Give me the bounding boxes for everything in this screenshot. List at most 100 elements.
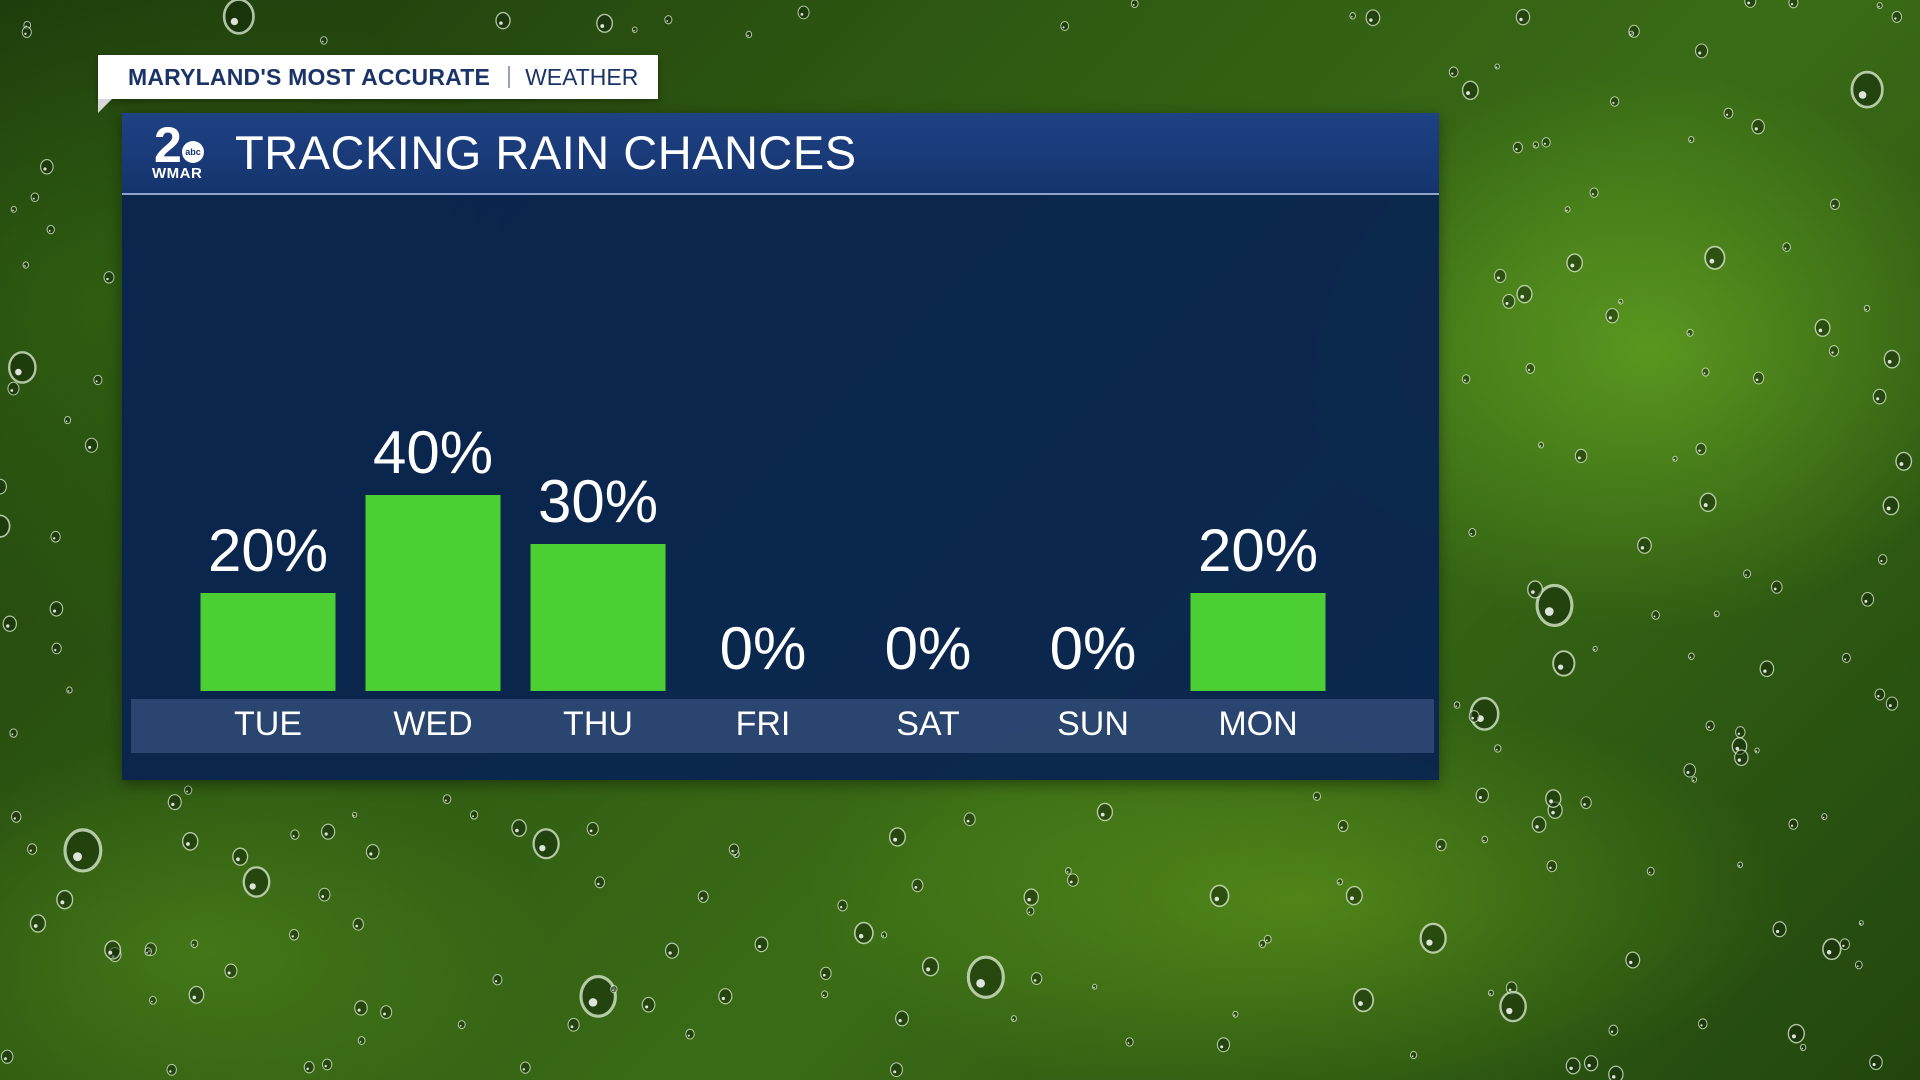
- raindrop: [1699, 492, 1717, 513]
- day-label-strip: [131, 699, 1434, 753]
- raindrop: [728, 843, 740, 856]
- raindrop: [837, 899, 848, 912]
- raindrop: [321, 1058, 333, 1071]
- raindrop: [1829, 198, 1840, 210]
- raindrop: [104, 940, 122, 960]
- raindrop: [1751, 118, 1765, 135]
- raindrop: [1532, 141, 1540, 149]
- raindrop: [1583, 1055, 1599, 1072]
- raindrop: [853, 921, 874, 945]
- day-label-tue: TUE: [234, 705, 302, 743]
- raindrop: [1876, 2, 1883, 10]
- raindrop: [1701, 367, 1710, 377]
- raindrop: [754, 936, 769, 953]
- raindrop: [1065, 867, 1072, 875]
- raindrop: [1895, 451, 1913, 471]
- raindrop: [166, 1063, 177, 1076]
- raindrop: [1735, 726, 1746, 739]
- raindrop: [0, 478, 7, 495]
- raindrop: [1608, 1024, 1619, 1036]
- raindrop: [1704, 245, 1726, 270]
- raindrop: [519, 1061, 531, 1074]
- raindrop: [596, 13, 614, 33]
- raindrop: [1697, 1018, 1708, 1030]
- raindrop: [1468, 528, 1477, 537]
- raindrop: [1608, 1065, 1624, 1080]
- raindrop: [1580, 796, 1592, 810]
- raindrop: [1365, 9, 1381, 27]
- raindrop: [1850, 70, 1884, 109]
- raindrop: [1023, 888, 1039, 906]
- raindrop: [1026, 906, 1035, 916]
- raindrop: [1737, 861, 1744, 869]
- raindrop: [1858, 920, 1864, 926]
- raindrop: [1705, 720, 1715, 732]
- raindrop: [184, 785, 193, 795]
- tag-divider: [508, 66, 511, 88]
- raindrop: [1744, 0, 1757, 8]
- raindrop: [222, 0, 255, 35]
- raindrop: [1872, 388, 1887, 405]
- raindrop: [797, 5, 810, 20]
- raindrop: [1010, 1015, 1017, 1022]
- raindrop: [63, 416, 72, 425]
- raindrop: [1566, 253, 1583, 273]
- day-label-mon: MON: [1218, 705, 1297, 743]
- raindrop: [1672, 455, 1678, 462]
- raindrop: [7, 351, 37, 384]
- wmar-logo: 2 abc WMAR: [152, 119, 212, 185]
- raindrop: [1481, 835, 1489, 844]
- raindrop: [1516, 284, 1533, 304]
- raindrop: [1545, 789, 1562, 808]
- bar-thu: [530, 544, 666, 691]
- raindrop: [1688, 136, 1695, 144]
- day-label-fri: FRI: [736, 705, 791, 743]
- raindrop: [103, 271, 115, 284]
- raindrop: [1499, 990, 1527, 1023]
- raindrop: [354, 1000, 368, 1016]
- raindrop: [1695, 43, 1709, 59]
- raindrop: [1628, 30, 1635, 37]
- day-label-sun: SUN: [1057, 705, 1129, 743]
- raindrop: [1515, 8, 1531, 26]
- raindrop: [469, 810, 479, 820]
- raindrop: [745, 30, 753, 39]
- raindrop: [1695, 442, 1707, 456]
- logo-channel-number: 2: [154, 117, 182, 173]
- raindrop: [966, 955, 1005, 999]
- panel-title: TRACKING RAIN CHANCES: [235, 126, 857, 179]
- raindrop: [1814, 318, 1831, 337]
- raindrop: [0, 514, 11, 538]
- raindrop: [1336, 878, 1344, 886]
- raindrop: [288, 928, 300, 941]
- raindrop: [1882, 496, 1900, 516]
- raindrop: [1493, 268, 1507, 283]
- raindrop: [610, 984, 618, 994]
- raindrop: [1494, 63, 1500, 70]
- raindrop: [46, 224, 55, 235]
- raindrop: [1546, 860, 1558, 873]
- raindrop: [1574, 448, 1588, 464]
- raindrop: [357, 1036, 366, 1045]
- raindrop: [495, 11, 511, 30]
- raindrop: [11, 810, 22, 823]
- value-label-wed: 40%: [373, 419, 493, 486]
- raindrop: [1345, 885, 1363, 906]
- raindrop: [457, 1020, 466, 1030]
- raindrop: [1877, 554, 1888, 565]
- forecast-panel: 2 abc WMAR TRACKING RAIN CHANCES 20% TUE 4…: [122, 113, 1439, 780]
- raindrop: [1209, 884, 1230, 908]
- raindrop: [821, 990, 829, 999]
- raindrop: [320, 36, 328, 45]
- raindrop: [1232, 1010, 1239, 1018]
- raindrop: [579, 975, 617, 1018]
- raindrop: [1527, 580, 1544, 599]
- raindrop: [532, 828, 560, 860]
- raindrop: [1610, 96, 1620, 107]
- raindrop: [1592, 645, 1598, 652]
- bar-mon: [1190, 593, 1326, 691]
- raindrop: [1531, 816, 1547, 833]
- raindrop: [1487, 989, 1494, 997]
- raindrop: [321, 823, 336, 840]
